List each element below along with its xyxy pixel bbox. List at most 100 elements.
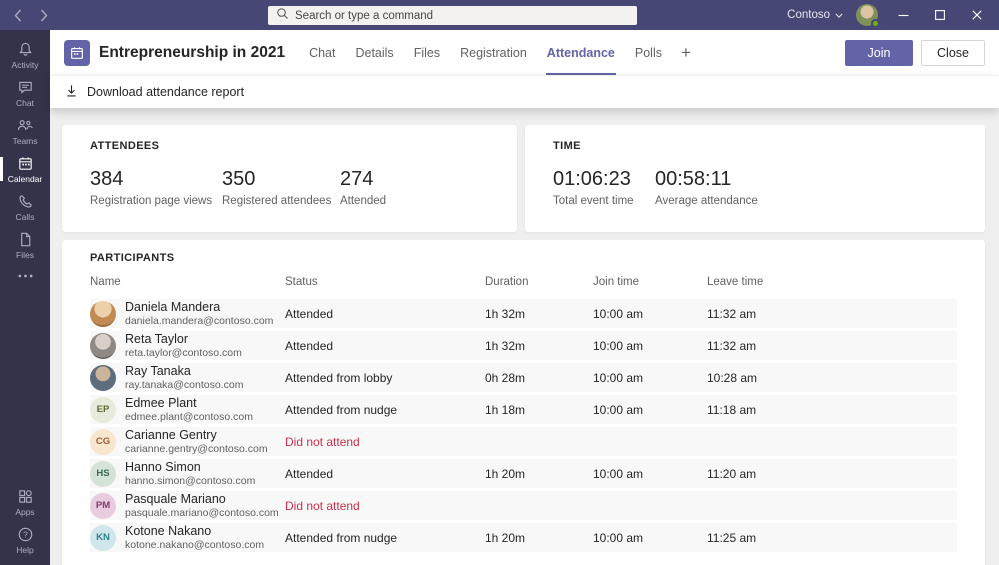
participant-avatar bbox=[90, 332, 116, 359]
stat-label: Total event time bbox=[553, 195, 634, 207]
maximize-button[interactable] bbox=[928, 4, 952, 26]
stat-registration-page-views: 384 Registration page views bbox=[90, 168, 222, 207]
participant-duration: 1h 20m bbox=[485, 530, 526, 545]
sidebar-item-more[interactable] bbox=[0, 264, 50, 288]
stat-label: Average attendance bbox=[655, 195, 758, 207]
tab-registration[interactable]: Registration bbox=[450, 30, 537, 75]
sidebar-item-label: Chat bbox=[16, 97, 34, 108]
table-row: HS Hanno Simon hanno.simon@contoso.com A… bbox=[90, 459, 957, 491]
calendar-icon bbox=[17, 155, 34, 172]
participant-duration: 0h 28m bbox=[485, 370, 526, 385]
participant-status: Attended bbox=[285, 466, 334, 481]
stat-label: Registered attendees bbox=[222, 195, 332, 207]
sidebar-item-calendar[interactable]: Calendar bbox=[0, 150, 50, 188]
stat-average-attendance: 00:58:11 Average attendance bbox=[655, 168, 758, 207]
participant-name: Carianne Gentry bbox=[125, 428, 217, 443]
column-header-status: Status bbox=[285, 276, 318, 288]
download-label: Download attendance report bbox=[87, 85, 245, 99]
close-button[interactable]: Close bbox=[921, 39, 985, 66]
search-input[interactable] bbox=[295, 9, 629, 22]
search-bar[interactable] bbox=[268, 6, 637, 25]
sidebar-item-activity[interactable]: Activity bbox=[0, 36, 50, 74]
tab-details[interactable]: Details bbox=[345, 30, 403, 75]
participant-email: carianne.gentry@contoso.com bbox=[125, 442, 268, 455]
participant-email: reta.taylor@contoso.com bbox=[125, 346, 242, 359]
participant-avatar: HS bbox=[90, 460, 116, 487]
people-group-icon bbox=[16, 117, 34, 134]
bell-icon bbox=[17, 41, 34, 58]
chat-icon bbox=[17, 79, 34, 96]
participant-status: Attended bbox=[285, 306, 334, 321]
download-report-button[interactable]: Download attendance report bbox=[65, 84, 244, 101]
table-row: CG Carianne Gentry carianne.gentry@conto… bbox=[90, 427, 957, 459]
participant-status: Attended from nudge bbox=[285, 402, 398, 417]
participant-name: Pasquale Mariano bbox=[125, 492, 226, 507]
column-header-leave-time: Leave time bbox=[707, 276, 764, 288]
table-row: EP Edmee Plant edmee.plant@contoso.com A… bbox=[90, 395, 957, 427]
app-rail: Activity Chat Teams Calendar Calls Files bbox=[0, 30, 50, 565]
forward-icon[interactable] bbox=[40, 9, 48, 22]
participant-join-time: 10:00 am bbox=[593, 306, 644, 321]
time-card-title: TIME bbox=[553, 140, 581, 152]
sidebar-item-label: Apps bbox=[15, 506, 35, 517]
back-icon[interactable] bbox=[14, 9, 22, 22]
participant-email: hanno.simon@contoso.com bbox=[125, 474, 256, 487]
chevron-down-icon bbox=[835, 9, 843, 21]
attendees-card-title: ATTENDEES bbox=[90, 140, 160, 152]
sidebar-item-label: Help bbox=[16, 544, 34, 555]
sidebar-item-apps[interactable]: Apps bbox=[0, 483, 50, 521]
participant-leave-time: 10:28 am bbox=[707, 370, 758, 385]
participant-avatar: KN bbox=[90, 524, 116, 551]
participants-card: PARTICIPANTS Name Status Duration Join t… bbox=[62, 240, 985, 565]
tab-polls[interactable]: Polls bbox=[625, 30, 672, 75]
profile-avatar[interactable] bbox=[856, 4, 880, 28]
sidebar-item-files[interactable]: Files bbox=[0, 226, 50, 264]
participants-card-title: PARTICIPANTS bbox=[90, 252, 175, 264]
participant-status: Attended from nudge bbox=[285, 530, 398, 545]
sidebar-item-label: Files bbox=[16, 249, 34, 260]
sidebar-item-teams[interactable]: Teams bbox=[0, 112, 50, 150]
participant-join-time: 10:00 am bbox=[593, 530, 644, 545]
minimize-button[interactable] bbox=[891, 4, 915, 26]
participant-duration: 1h 32m bbox=[485, 306, 526, 321]
attendees-card: ATTENDEES 384 Registration page views 35… bbox=[62, 125, 517, 232]
participant-name: Kotone Nakano bbox=[125, 524, 212, 539]
org-name: Contoso bbox=[787, 9, 830, 21]
add-tab-icon[interactable]: + bbox=[672, 30, 700, 75]
participant-avatar bbox=[90, 300, 116, 327]
participant-email: pasquale.mariano@contoso.com bbox=[125, 506, 279, 519]
participant-duration: 1h 32m bbox=[485, 338, 526, 353]
participant-name: Edmee Plant bbox=[125, 396, 197, 411]
participant-leave-time: 11:25 am bbox=[707, 530, 757, 545]
org-switcher[interactable]: Contoso bbox=[787, 9, 843, 21]
close-window-button[interactable] bbox=[965, 4, 989, 26]
tab-attendance[interactable]: Attendance bbox=[537, 30, 625, 75]
participant-email: kotone.nakano@contoso.com bbox=[125, 538, 265, 551]
stat-registered-attendees: 350 Registered attendees bbox=[222, 168, 340, 207]
tab-files[interactable]: Files bbox=[404, 30, 450, 75]
table-row: KN Kotone Nakano kotone.nakano@contoso.c… bbox=[90, 523, 957, 555]
participant-email: edmee.plant@contoso.com bbox=[125, 410, 253, 423]
tab-chat[interactable]: Chat bbox=[299, 30, 345, 75]
stat-attended: 274 Attended bbox=[340, 168, 386, 207]
participant-status: Attended from lobby bbox=[285, 370, 393, 385]
page-title: Entrepreneurship in 2021 bbox=[99, 43, 286, 61]
participant-email: daniela.mandera@contoso.com bbox=[125, 314, 274, 327]
participant-leave-time: 11:18 am bbox=[707, 402, 757, 417]
column-header-join-time: Join time bbox=[593, 276, 640, 288]
participant-name: Ray Tanaka bbox=[125, 364, 191, 379]
stat-value: 384 bbox=[90, 168, 124, 190]
participant-avatar: EP bbox=[90, 396, 116, 423]
attendance-content: ATTENDEES 384 Registration page views 35… bbox=[50, 108, 999, 565]
participants-rows: Daniela Mandera daniela.mandera@contoso.… bbox=[90, 299, 957, 555]
stat-label: Registration page views bbox=[90, 195, 213, 207]
sidebar-item-help[interactable]: ? Help bbox=[0, 521, 50, 559]
join-button[interactable]: Join bbox=[845, 39, 913, 66]
participant-avatar bbox=[90, 364, 116, 391]
sidebar-item-chat[interactable]: Chat bbox=[0, 74, 50, 112]
ellipsis-icon bbox=[17, 273, 34, 279]
sidebar-item-calls[interactable]: Calls bbox=[0, 188, 50, 226]
participant-duration: 1h 18m bbox=[485, 402, 526, 417]
participant-leave-time: 11:32 am bbox=[707, 338, 757, 353]
